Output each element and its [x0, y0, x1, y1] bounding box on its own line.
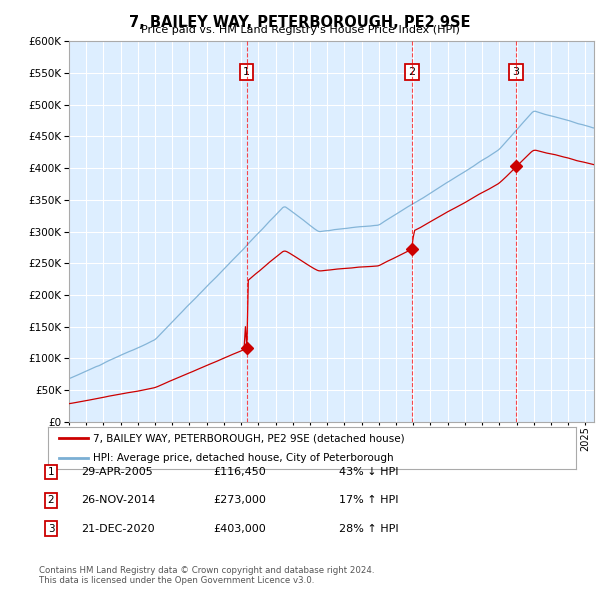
Text: 3: 3 — [47, 524, 55, 533]
Text: 29-APR-2005: 29-APR-2005 — [81, 467, 153, 477]
Text: 2: 2 — [47, 496, 55, 505]
Text: £403,000: £403,000 — [213, 524, 266, 533]
Text: £273,000: £273,000 — [213, 496, 266, 505]
Text: 7, BAILEY WAY, PETERBOROUGH, PE2 9SE (detached house): 7, BAILEY WAY, PETERBOROUGH, PE2 9SE (de… — [93, 433, 404, 443]
Text: 21-DEC-2020: 21-DEC-2020 — [81, 524, 155, 533]
Text: Contains HM Land Registry data © Crown copyright and database right 2024.
This d: Contains HM Land Registry data © Crown c… — [39, 566, 374, 585]
Text: 2: 2 — [409, 67, 415, 77]
Text: 1: 1 — [244, 67, 250, 77]
Text: 7, BAILEY WAY, PETERBOROUGH, PE2 9SE: 7, BAILEY WAY, PETERBOROUGH, PE2 9SE — [129, 15, 471, 30]
Text: 43% ↓ HPI: 43% ↓ HPI — [339, 467, 398, 477]
Text: 3: 3 — [512, 67, 520, 77]
Text: £116,450: £116,450 — [213, 467, 266, 477]
Text: 17% ↑ HPI: 17% ↑ HPI — [339, 496, 398, 505]
Text: 28% ↑ HPI: 28% ↑ HPI — [339, 524, 398, 533]
Text: HPI: Average price, detached house, City of Peterborough: HPI: Average price, detached house, City… — [93, 453, 394, 463]
Text: 1: 1 — [47, 467, 55, 477]
Text: 26-NOV-2014: 26-NOV-2014 — [81, 496, 155, 505]
Text: Price paid vs. HM Land Registry's House Price Index (HPI): Price paid vs. HM Land Registry's House … — [140, 25, 460, 35]
